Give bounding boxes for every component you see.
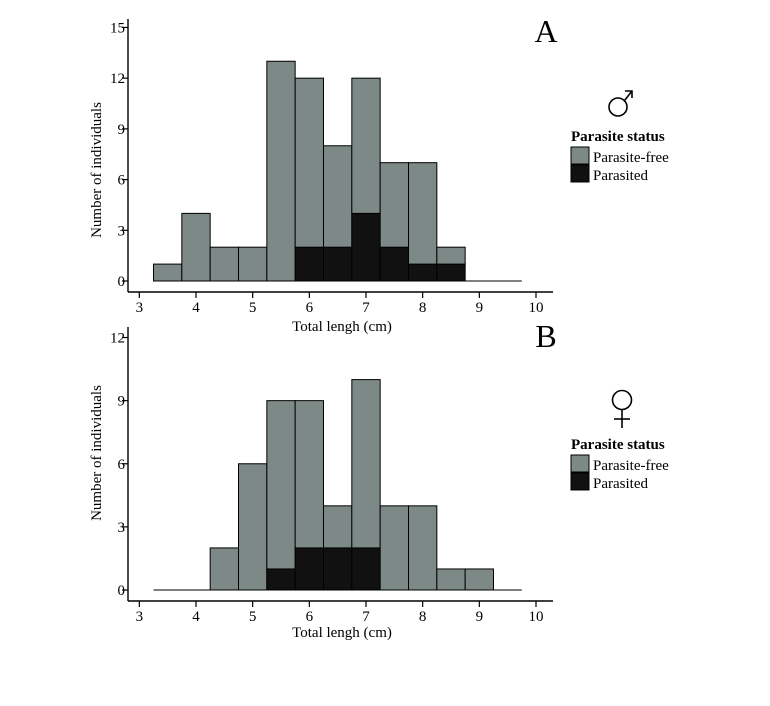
panel-b-bar-parasited-7	[351, 547, 381, 591]
panel-b-bar-parasite-free-6	[323, 505, 353, 549]
panel-a-bar-parasite-free-10	[436, 246, 466, 265]
panel-b-legend-label-parasited: Parasited	[593, 476, 648, 492]
panel-a-y-label: Number of individuals	[89, 102, 105, 238]
panel-b-bar-parasite-free-4	[266, 400, 296, 570]
male-symbol-icon: ♂	[608, 90, 633, 117]
panel-a-x-tick-label-5: 5	[249, 300, 257, 316]
panel-a-y-tick-label-0: 0	[118, 274, 126, 290]
panel-a-x-tick-label-3: 3	[136, 300, 144, 316]
panel-a-bar-parasite-free-1	[181, 212, 211, 282]
panel-b-y-tick-label-0: 0	[118, 583, 126, 599]
panel-b-bar-parasite-free-5	[294, 400, 324, 549]
panel-b-x-tick-label-7: 7	[362, 609, 370, 625]
panel-a-bar-parasite-free-2	[209, 246, 240, 282]
panel-b-y-tick-label-3: 3	[118, 520, 126, 536]
panel-b-bar-parasited-5	[294, 547, 324, 591]
panel-b-bar-parasite-free-2	[209, 547, 240, 591]
panel-b-legend-swatch-parasite-free	[570, 454, 590, 473]
panel-b-legend: Parasite status Parasite-free Parasited	[570, 437, 669, 492]
panel-a-legend-label-parasite-free: Parasite-free	[593, 150, 669, 166]
panel-b-x-tick-label-9: 9	[476, 609, 484, 625]
female-symbol-icon: ♀	[611, 389, 633, 428]
panel-a-bar-parasite-free-5	[294, 77, 324, 248]
panel-a-y-tick-label-3: 3	[118, 223, 126, 239]
panel-b-bar-parasite-free-9	[408, 505, 438, 591]
panel-b-bar-parasite-free-8	[379, 505, 409, 591]
panel-b-y-tick-label-6: 6	[118, 457, 126, 473]
panel-a-x-ticks: 3 4 5 6 7 8 9 10	[136, 292, 544, 316]
panel-a-bar-parasite-free-9	[408, 162, 438, 265]
panel-a-bar-parasite-free-3	[238, 246, 268, 282]
panel-b-y-ticks: 0 3 6 9 12	[110, 331, 128, 599]
panel-b-legend-swatch-parasited	[570, 472, 590, 491]
panel-a-y-tick-label-6: 6	[118, 173, 126, 189]
panel-a-bar-parasited-7	[351, 212, 381, 282]
panel-a-x-tick-label-8: 8	[419, 300, 427, 316]
panel-a-letter: A	[534, 13, 557, 49]
panel-b-legend-title: Parasite status	[571, 437, 665, 453]
panel-a-x-tick-label-9: 9	[476, 300, 484, 316]
panel-a-bar-parasite-free-4	[266, 60, 296, 282]
panel-a-bar-parasited-5	[294, 246, 324, 282]
panel-a-y-tick-label-15: 15	[110, 20, 125, 36]
panel-b-bar-parasited-6	[323, 547, 353, 591]
panel-b-x-tick-label-6: 6	[306, 609, 314, 625]
panel-a-legend-title: Parasite status	[571, 129, 665, 145]
panel-b-x-ticks: 3 4 5 6 7 8 9 10	[136, 601, 544, 625]
panel-a-bars	[153, 60, 466, 282]
panel-b-bar-parasite-free-3	[238, 463, 268, 591]
panel-b-x-label: Total lengh (cm)	[292, 625, 392, 641]
panel-b-bars	[209, 379, 494, 591]
panel-b-x-tick-label-3: 3	[136, 609, 144, 625]
panel-a-x-tick-label-10: 10	[529, 300, 544, 316]
panel-a-x-tick-label-6: 6	[306, 300, 314, 316]
panel-b-x-tick-label-8: 8	[419, 609, 427, 625]
panel-b-y-tick-label-12: 12	[110, 331, 125, 347]
panel-b-y-tick-label-9: 9	[118, 394, 126, 410]
panel-a-x-label: Total lengh (cm)	[292, 319, 392, 335]
panel-b-x-tick-label-10: 10	[529, 609, 544, 625]
panel-a-legend-swatch-parasited	[570, 164, 590, 183]
panel-a-y-tick-label-9: 9	[118, 122, 126, 138]
panel-b-x-tick-label-4: 4	[192, 609, 200, 625]
panel-b-legend-label-parasite-free: Parasite-free	[593, 458, 669, 474]
panel-a-bar-parasited-8	[379, 246, 409, 282]
panel-a-legend-swatch-parasite-free	[570, 146, 590, 165]
panel-b-letter: B	[535, 318, 556, 354]
panel-b-bar-parasite-free-10	[436, 568, 466, 591]
panel-a-legend-label-parasited: Parasited	[593, 168, 648, 184]
panel-a-legend: Parasite status Parasite-free Parasited	[570, 129, 669, 184]
panel-b-bar-parasite-free-7	[351, 379, 381, 549]
panel-b-x-tick-label-5: 5	[249, 609, 257, 625]
panel-a-y-tick-label-12: 12	[110, 71, 125, 87]
panel-b-bar-parasited-4	[266, 568, 296, 591]
panel-a-bar-parasite-free-0	[153, 263, 183, 282]
panel-a-bar-parasited-10	[436, 263, 466, 282]
panel-a-x-tick-label-4: 4	[192, 300, 200, 316]
panel-b-y-label: Number of individuals	[89, 385, 105, 521]
panel-a-bar-parasite-free-6	[323, 145, 353, 248]
panel-a-bar-parasited-6	[323, 246, 353, 282]
panel-a-bar-parasite-free-8	[379, 162, 409, 248]
panel-a-y-ticks: 0 3 6 9 12 15	[110, 20, 128, 290]
panel-a-bar-parasite-free-7	[351, 77, 381, 214]
panel-a-bar-parasited-9	[408, 263, 438, 282]
panel-b-bar-parasite-free-11	[464, 568, 494, 591]
panel-a-x-tick-label-7: 7	[362, 300, 370, 316]
